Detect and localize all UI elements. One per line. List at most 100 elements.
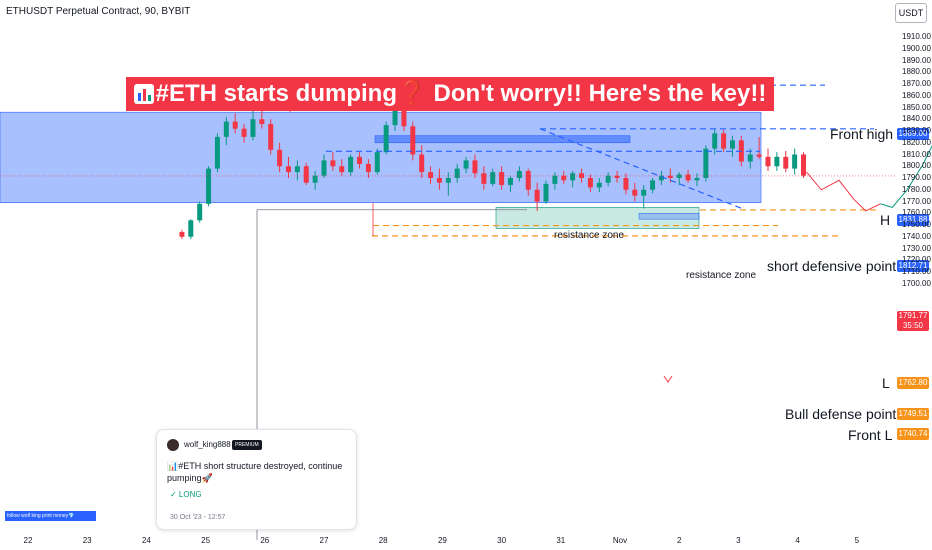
candle-body <box>179 232 185 237</box>
range-zone <box>0 111 762 203</box>
idea-title-banner: #ETH starts dumping❓ Don't worry!! Here'… <box>126 77 774 111</box>
label-bull-defense-point: Bull defense point <box>785 406 897 422</box>
post-date: 30 Oct '23 - 12:57 <box>170 514 226 521</box>
time-tick-label: 3 <box>736 536 741 545</box>
candle-body <box>676 174 682 178</box>
projection-up-path <box>880 145 932 208</box>
candle-body <box>614 175 620 178</box>
target-box <box>638 213 700 220</box>
time-tick-label: 2 <box>676 536 682 545</box>
time-tick-label: 25 <box>201 536 211 545</box>
price-tag-front-high: 1869.00 <box>897 128 929 140</box>
candle-body <box>428 172 434 178</box>
candle-body <box>383 125 389 153</box>
price-tick-label: 1730.00 <box>902 243 931 253</box>
arrow-head <box>663 375 673 383</box>
candle-body <box>552 175 558 184</box>
candle-body <box>561 175 567 181</box>
candle-body <box>792 154 798 169</box>
time-tick-label: 26 <box>260 536 270 545</box>
price-tick-label: 1900.00 <box>902 43 931 53</box>
price-tick-label: 1890.00 <box>902 55 931 65</box>
time-tick-label: 5 <box>854 536 860 545</box>
candle-body <box>481 173 487 184</box>
time-tick-label: 23 <box>82 536 92 545</box>
candle-body <box>419 154 425 173</box>
post-text: 📊#ETH short structure destroyed, continu… <box>167 461 343 483</box>
bar-countdown: 35:50 <box>902 321 924 330</box>
label-short-defensive-point: short defensive point <box>767 258 897 274</box>
candle-body <box>765 156 771 167</box>
label-resistance-zone-lower: resistance zone <box>686 270 757 281</box>
promo-banner[interactable]: follow wolf king print money💎 <box>5 511 96 521</box>
candle-body <box>348 156 354 173</box>
candle-body <box>259 119 265 124</box>
candle-body <box>206 168 212 204</box>
price-tick-label: 1790.00 <box>902 173 931 182</box>
price-tag-short-defensive: 1812.71 <box>897 260 929 272</box>
candle-body <box>268 123 274 150</box>
price-tick-label: 1700.00 <box>902 278 931 288</box>
candle-body <box>667 175 673 178</box>
candle-body <box>721 133 727 149</box>
candle-body <box>499 172 505 186</box>
price-tick-label: 1800.00 <box>902 161 931 171</box>
price-tag-h: 1831.88 <box>897 214 929 226</box>
price-tick-label: 1710.00 <box>902 267 931 276</box>
candle-body <box>401 109 407 127</box>
currency-selector[interactable]: USDT <box>895 3 927 23</box>
candle-body <box>729 140 735 149</box>
time-tick-label: 24 <box>141 536 151 545</box>
idea-post-card[interactable]: wolf_king888 PREMIUM 📊#ETH short structu… <box>156 429 357 530</box>
time-tick-label: 4 <box>795 536 800 545</box>
candle-body <box>454 168 460 178</box>
price-tick-label: 1780.00 <box>902 184 931 194</box>
premium-badge: PREMIUM <box>232 440 262 450</box>
candle-body <box>650 180 656 190</box>
candle-body <box>632 189 638 196</box>
candle-body <box>703 148 709 178</box>
candle-body <box>365 163 371 173</box>
price-tag-bull-defense: 1749.51 <box>897 408 929 420</box>
price-tick-label: 1720.00 <box>902 255 931 265</box>
time-tick-label: 30 <box>497 536 507 545</box>
time-tick-label: 31 <box>556 536 566 545</box>
candle-body <box>658 175 664 181</box>
time-tick-label: 27 <box>319 536 329 545</box>
price-tick-label: 1770.00 <box>902 196 931 206</box>
candle-body <box>490 172 496 184</box>
price-tick-label: 1910.00 <box>902 32 931 41</box>
candle-body <box>783 156 789 169</box>
time-tick-label: 22 <box>23 536 33 545</box>
candle-body <box>410 126 416 155</box>
candle-body <box>312 175 318 183</box>
candle-body <box>463 160 469 169</box>
candle-body <box>294 166 300 173</box>
candle-body <box>285 166 291 173</box>
candle-body <box>525 170 531 190</box>
price-tick-label: 1750.00 <box>902 220 931 229</box>
author-name[interactable]: wolf_king888 <box>184 440 231 449</box>
candle-body <box>507 178 513 186</box>
price-tick-label: 1880.00 <box>902 67 931 77</box>
candle-body <box>303 166 309 183</box>
descending-trendline <box>539 128 743 210</box>
candle-body <box>250 119 256 137</box>
candle-body <box>277 149 283 167</box>
resistance-zone-box <box>374 135 631 144</box>
price-tag-front-l: 1740.74 <box>897 428 929 440</box>
time-tick-label: 28 <box>378 536 388 545</box>
price-tick-label: 1740.00 <box>902 231 931 241</box>
candle-body <box>623 178 629 190</box>
label-h: H <box>880 212 891 228</box>
price-tag-l: 1762.80 <box>897 377 929 389</box>
price-tick-label: 1840.00 <box>902 114 931 124</box>
last-price-value: 1791.77 <box>898 311 928 320</box>
candle-body <box>801 154 807 176</box>
candle-body <box>232 121 238 129</box>
price-tick-label: 1760.00 <box>902 208 931 218</box>
candle-body <box>223 121 229 137</box>
candle-body <box>712 133 718 149</box>
avatar[interactable] <box>167 439 179 451</box>
